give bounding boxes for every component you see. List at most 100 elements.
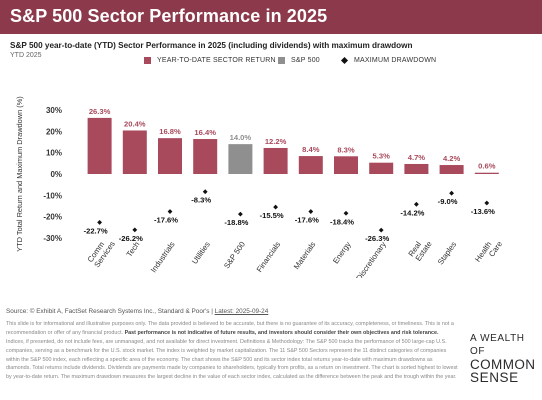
bar-value-label: 8.4% — [302, 145, 320, 154]
drawdown-value-label: -8.3% — [191, 196, 211, 205]
brand-logo: A WEALTH OF COMMON SENSE — [470, 332, 540, 384]
sector-performance-chart: YTD Total Return and Maximum Drawdown (%… — [15, 96, 504, 278]
legend-diamond-icon — [340, 56, 349, 65]
drawdown-value-label: -9.0% — [438, 197, 458, 206]
bar-value-label: 16.8% — [159, 127, 181, 136]
drawdown-marker — [414, 201, 419, 207]
footer: Source: © Exhibit A, FactSet Research Sy… — [6, 308, 458, 382]
legend-swatch-sector-return — [144, 57, 151, 64]
drawdown-value-label: -15.5% — [260, 211, 284, 220]
bar-staples — [439, 165, 464, 174]
category-label: Energy — [331, 240, 353, 265]
category-label-line: Staples — [436, 240, 458, 267]
drawdown-marker — [273, 204, 278, 210]
drawdown-value-label: -22.7% — [84, 226, 108, 235]
drawdown-marker — [308, 209, 314, 214]
chart-subtitle: S&P 500 year-to-date (YTD) Sector Perfor… — [10, 41, 413, 50]
logo-line-2: COMMON — [470, 357, 536, 372]
period-label: YTD 2025 — [10, 52, 42, 59]
bar-value-label: 0.6% — [478, 162, 496, 171]
bar-value-label: 8.3% — [337, 145, 355, 154]
y-tick-label: 10% — [46, 149, 62, 158]
drawdown-marker — [378, 227, 384, 233]
category-label-line: Energy — [331, 240, 353, 265]
legend-item-max-drawdown: MAXIMUM DRAWDOWN — [340, 56, 437, 65]
drawdown-value-label: -18.8% — [224, 218, 248, 227]
y-tick-label: 0% — [50, 170, 62, 179]
category-label: RealEstate — [406, 235, 433, 264]
drawdown-marker — [343, 210, 349, 216]
source-date-link[interactable]: Latest: 2025-09-24 — [214, 308, 269, 315]
category-label-line: Materials — [292, 240, 318, 271]
category-label: HealthCare — [473, 235, 504, 269]
bar-industrials — [158, 138, 182, 174]
drawdown-marker — [238, 211, 243, 217]
legend-swatch-sp500 — [278, 57, 285, 64]
category-label: Utilities — [190, 240, 212, 266]
y-tick-label: -10% — [43, 191, 62, 200]
category-label-line: Care — [487, 240, 504, 259]
y-tick-label: -30% — [43, 234, 62, 243]
logo-line-1: A WEALTH OF — [470, 333, 525, 357]
legend-item-sector-return: YEAR-TO-DATE SECTOR RETURN — [144, 57, 276, 64]
category-label: Financials — [255, 240, 283, 274]
legend-label-sector-return: YEAR-TO-DATE SECTOR RETURN — [157, 57, 276, 64]
bar-value-label: 16.4% — [194, 128, 216, 137]
drawdown-marker — [202, 189, 208, 195]
category-label: Staples — [436, 240, 458, 267]
legend-label-max-drawdown: MAXIMUM DRAWDOWN — [354, 57, 437, 64]
bar-value-label: 14.0% — [230, 133, 252, 142]
drawdown-marker — [449, 190, 454, 196]
source-text: Source: © Exhibit A, FactSet Research Sy… — [6, 308, 213, 315]
drawdown-value-label: -17.6% — [295, 216, 319, 225]
bar-value-label: 4.2% — [443, 154, 461, 163]
title-bar: S&P 500 Sector Performance in 2025 — [0, 0, 542, 34]
y-axis-label: YTD Total Return and Maximum Drawdown (%… — [15, 96, 24, 252]
category-label-line: S&P 500 — [222, 239, 247, 270]
bar-value-label: 5.3% — [373, 152, 391, 161]
source-line: Source: © Exhibit A, FactSet Research Sy… — [6, 308, 458, 317]
bar-utilities — [193, 139, 218, 174]
y-tick-label: 30% — [46, 106, 62, 115]
chart-title: S&P 500 Sector Performance in 2025 — [10, 6, 328, 26]
bar-value-label: 12.2% — [265, 137, 287, 146]
bar-value-label: 26.3% — [89, 107, 111, 116]
disclaimer-end: Indices, if presented, do not include fe… — [6, 338, 458, 381]
category-label-line: Industrials — [149, 240, 177, 274]
category-label: Materials — [292, 240, 318, 271]
drawdown-value-label: -26.2% — [119, 234, 143, 243]
disclaimer-start: This slide is for informational and illu… — [6, 320, 454, 336]
legend-label-sp500: S&P 500 — [291, 57, 320, 64]
drawdown-value-label: -18.4% — [330, 217, 354, 226]
chart-legend: YEAR-TO-DATE SECTOR RETURN S&P 500 MAXIM… — [0, 56, 542, 71]
category-label: Discretionary — [354, 240, 388, 278]
category-label: CommServices — [85, 235, 117, 270]
category-label-line: Financials — [255, 240, 283, 274]
drawdown-value-label: -17.6% — [154, 216, 178, 225]
legend-item-sp500: S&P 500 — [278, 57, 320, 64]
bar-financials — [263, 147, 288, 174]
y-tick-label: 20% — [46, 127, 62, 136]
bar-discretionary — [369, 162, 394, 174]
bar-s-p-500 — [228, 144, 253, 174]
drawdown-marker — [97, 220, 102, 225]
bar-tech — [122, 130, 147, 174]
bar-materials — [298, 156, 323, 174]
drawdown-marker — [132, 227, 138, 233]
category-label-line: Discretionary — [354, 240, 388, 278]
bar-comm-services — [87, 117, 112, 174]
disclaimer: This slide is for informational and illu… — [6, 320, 458, 382]
bar-real-estate — [404, 163, 429, 174]
drawdown-marker — [167, 209, 173, 214]
y-tick-label: -20% — [43, 213, 62, 222]
drawdown-marker — [484, 200, 490, 206]
category-label: Industrials — [149, 240, 177, 274]
disclaimer-bold: Past performance is not indicative of fu… — [124, 329, 439, 336]
drawdown-value-label: -26.3% — [365, 234, 389, 243]
logo-line-3: SENSE — [470, 370, 519, 385]
drawdown-value-label: -14.2% — [400, 208, 424, 217]
category-label: S&P 500 — [222, 239, 247, 270]
drawdown-value-label: -13.6% — [471, 207, 495, 216]
bar-value-label: 4.7% — [408, 153, 426, 162]
bar-energy — [334, 156, 358, 174]
